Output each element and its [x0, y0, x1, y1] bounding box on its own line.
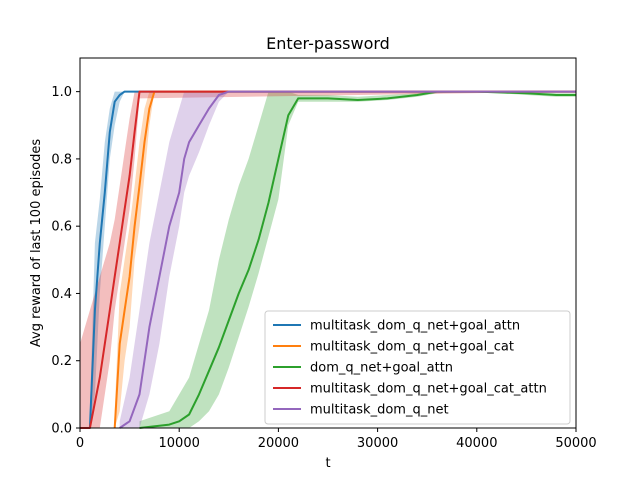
line-series-0	[88, 90, 576, 429]
x-tick-label: 20000	[258, 436, 299, 451]
y-tick-label: 0.4	[51, 287, 72, 302]
x-tick-label: 50000	[555, 436, 596, 451]
x-tick-label: 10000	[159, 436, 200, 451]
legend-entry-label: multitask_dom_q_net	[310, 403, 449, 418]
x-axis-label: t	[325, 456, 330, 471]
y-tick-label: 1.0	[51, 85, 72, 100]
y-axis-ticks: 0.0 0.2 0.4 0.6 0.8 1.0	[51, 85, 80, 437]
band-series-2	[139, 91, 576, 428]
chart-title: Enter-password	[266, 34, 390, 53]
line-series-3	[80, 90, 576, 429]
legend-entry-label: dom_q_net+goal_attn	[310, 361, 453, 376]
y-axis-label: Avg reward of last 100 episodes	[29, 139, 44, 347]
confidence-bands	[80, 91, 577, 428]
x-tick-label: 30000	[357, 436, 398, 451]
legend: multitask_dom_q_net+goal_attn multitask_d…	[264, 310, 571, 425]
legend-box	[264, 310, 571, 425]
series-lines	[80, 90, 576, 429]
y-tick-label: 0.8	[51, 152, 72, 167]
x-tick-label: 0	[76, 436, 84, 451]
line-series-4	[119, 90, 576, 429]
x-axis-ticks: 0 10000 20000 30000 40000 50000	[76, 428, 597, 451]
legend-entry-label: multitask_dom_q_net+goal_cat	[310, 340, 514, 355]
legend-entry-label: multitask_dom_q_net+goal_cat_attn	[310, 382, 547, 397]
x-tick-label: 40000	[456, 436, 497, 451]
legend-entry-label: multitask_dom_q_net+goal_attn	[310, 319, 520, 334]
band-series-3	[80, 91, 576, 428]
y-tick-label: 0.6	[51, 220, 72, 235]
plot-frame	[79, 57, 577, 429]
y-tick-label: 0.2	[51, 354, 72, 369]
y-tick-label: 0.0	[51, 422, 72, 437]
